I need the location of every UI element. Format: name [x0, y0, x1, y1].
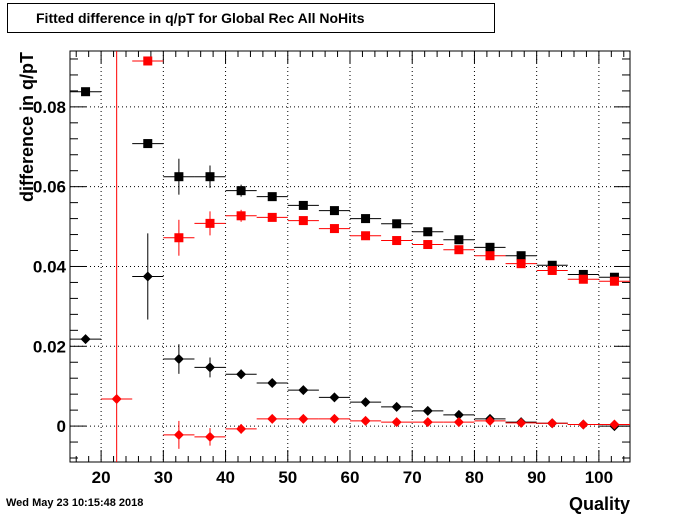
plot-frame [69, 50, 631, 463]
data-point-square [329, 206, 339, 216]
data-point-diamond [329, 392, 340, 403]
data-point-square [298, 216, 308, 226]
data-point-square [454, 235, 464, 245]
y-tick-label: 0.02 [33, 337, 66, 356]
data-point-diamond [578, 419, 589, 430]
data-point-diamond [236, 423, 247, 434]
data-point-square [361, 231, 371, 241]
data-point-square [578, 269, 588, 279]
data-point-diamond [205, 362, 215, 373]
title-box: Fitted difference in q/pT for Global Rec… [7, 3, 495, 33]
timestamp: Wed May 23 10:15:48 2018 [6, 497, 144, 509]
data-point-diamond [422, 417, 433, 428]
data-point-square [143, 139, 153, 149]
data-point-diamond [609, 419, 620, 430]
x-tick-label: 40 [216, 468, 235, 487]
data-point-square [205, 172, 215, 182]
data-point-square [516, 251, 526, 261]
data-point-square [329, 224, 339, 234]
data-point-square [609, 276, 619, 286]
series-3 [101, 51, 630, 462]
data-point-diamond [329, 413, 340, 424]
data-point-square [423, 240, 433, 250]
chart-title: Fitted difference in q/pT for Global Rec… [36, 10, 365, 26]
data-point-diamond [453, 409, 464, 420]
y-tick-label: 0.08 [33, 98, 66, 117]
data-point-diamond [267, 413, 278, 424]
data-point-square [485, 251, 495, 261]
data-point-diamond [360, 415, 371, 426]
axes: 20 30 40 50 60 70 80 90 100 0 0.02 0.04 0.06 0.08 [33, 51, 630, 487]
x-tick-label: 70 [403, 468, 422, 487]
series-2 [70, 233, 630, 432]
data-point-square [174, 233, 184, 243]
data-point-square [81, 87, 91, 97]
data-point-diamond [80, 334, 91, 345]
data-point-diamond [391, 417, 402, 428]
data-point-square [205, 218, 215, 228]
y-tick-label: 0 [57, 417, 66, 436]
x-axis-label: Quality [569, 494, 630, 514]
x-tick-label: 100 [585, 468, 613, 487]
data-point-square [547, 265, 557, 275]
data-point-square [423, 227, 433, 237]
data-point-diamond [205, 431, 215, 442]
data-point-diamond [453, 417, 464, 428]
series-0 [70, 87, 630, 282]
data-point-square [143, 56, 153, 66]
data-point-square [174, 172, 184, 182]
data-point-square [267, 212, 277, 222]
data-point-diamond [173, 354, 184, 365]
data-point-square [298, 200, 308, 210]
x-tick-label: 30 [154, 468, 173, 487]
data-point-square [236, 211, 246, 221]
data-point-square [267, 192, 277, 202]
data-point-square [361, 214, 371, 224]
data-point-diamond [298, 385, 309, 396]
data-point-diamond [111, 393, 122, 404]
data-point-diamond [298, 413, 309, 424]
data-point-diamond [360, 397, 371, 408]
data-point-diamond [391, 401, 402, 412]
data-point-square [516, 259, 526, 269]
y-tick-label: 0.06 [33, 178, 66, 197]
x-tick-label: 20 [92, 468, 111, 487]
data-point-square [578, 274, 588, 284]
y-tick-label: 0.04 [33, 257, 67, 276]
data-point-square [454, 245, 464, 255]
data-point-square [547, 260, 557, 270]
data-point-diamond [422, 405, 433, 416]
data-series [70, 51, 630, 462]
data-point-diamond [267, 377, 278, 388]
x-tick-label: 50 [278, 468, 297, 487]
data-point-diamond [142, 271, 153, 282]
data-point-diamond [236, 369, 247, 380]
data-point-square [392, 236, 402, 246]
x-tick-label: 60 [341, 468, 360, 487]
x-tick-label: 90 [527, 468, 546, 487]
data-point-square [236, 186, 246, 196]
data-point-diamond [516, 417, 527, 428]
grid-lines [70, 51, 630, 462]
y-axis-label: difference in q/pT [17, 52, 37, 202]
data-point-square [485, 242, 495, 252]
data-point-square [392, 219, 402, 229]
x-tick-label: 80 [465, 468, 484, 487]
data-point-diamond [547, 418, 558, 429]
series-1 [132, 56, 630, 286]
data-point-diamond [173, 429, 184, 440]
data-point-diamond [485, 415, 495, 426]
